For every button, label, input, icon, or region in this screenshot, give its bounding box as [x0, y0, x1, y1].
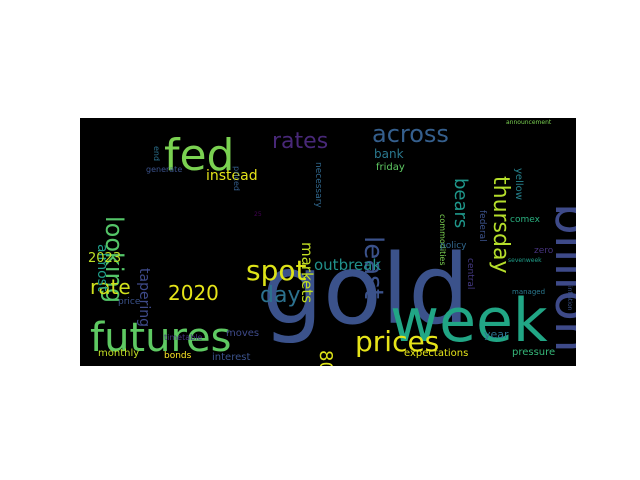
word-end: end [152, 146, 161, 161]
word-year: year [484, 328, 509, 341]
word-sevenweek: sevenweek [508, 257, 542, 264]
word-tapering: tapering [136, 268, 152, 327]
word-prices: prices [355, 325, 439, 358]
word-managed: managed [512, 288, 545, 296]
word-billion: billion [544, 203, 576, 353]
word-least: least [358, 236, 388, 299]
word-federal: federal [477, 210, 487, 242]
word-thursday: thursday [488, 176, 513, 274]
word-spot: spot [246, 254, 306, 287]
word-outbreak: outbreak [314, 256, 381, 274]
word-bears: bears [450, 178, 471, 228]
word-almost: almost [94, 244, 110, 292]
word-yellow: yellow [513, 168, 524, 200]
word-timetable: timetable [164, 333, 202, 342]
word-comex: comex [510, 215, 541, 225]
word-priced: priced [232, 166, 241, 191]
word-rates: rates [272, 129, 328, 154]
word-instead: instead [206, 168, 258, 184]
word-day: day [260, 283, 300, 308]
word-monthly: monthly [98, 348, 139, 359]
word-2020: 2020 [168, 281, 219, 305]
word-zero: zero [534, 246, 554, 256]
word-moves: moves [226, 328, 259, 339]
word-expectations: expectations [404, 348, 468, 359]
word-looking: looking [100, 216, 128, 303]
word-commodities: commodities [438, 214, 447, 266]
word-necessary: necessary [313, 162, 323, 208]
word-cloud: gold week futures billion fed prices spot least… [80, 118, 576, 366]
word-price: price [118, 297, 141, 307]
word-interest: interest [212, 352, 250, 363]
word-generate: generate [146, 165, 182, 174]
word-pressure: pressure [512, 347, 555, 358]
word-rate: rate [90, 275, 131, 299]
word-central: central [465, 258, 475, 289]
word-friday: friday [376, 162, 405, 173]
word-fed: fed [164, 130, 235, 181]
word-bank: bank [374, 147, 404, 161]
word-markets: markets [298, 242, 316, 303]
word-inflation: inflation [566, 286, 573, 311]
word-futures: futures [90, 315, 231, 361]
word-across: across [372, 120, 449, 148]
word-25: 25 [254, 211, 262, 218]
word-gold: gold [262, 234, 469, 346]
word-bonds: bonds [164, 351, 192, 361]
word-80: 80 [315, 350, 336, 366]
word-2023: 2023 [88, 251, 121, 266]
word-announcement: announcement [506, 119, 552, 126]
word-policy: policy [440, 241, 467, 251]
word-week: week [390, 286, 548, 356]
